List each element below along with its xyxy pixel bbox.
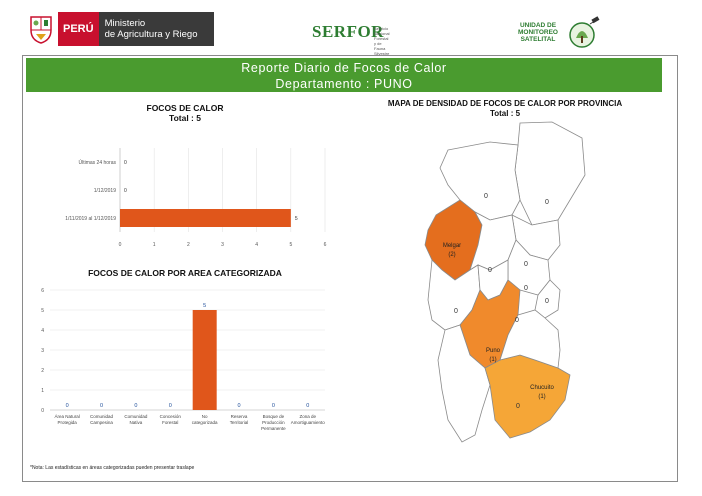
map-zero-label: 0 — [524, 285, 528, 292]
data-label: 0 — [134, 403, 137, 409]
y-tick-label: 6 — [41, 288, 44, 294]
map-total: Total : 5 — [489, 109, 521, 118]
data-label: 0 — [272, 403, 275, 409]
category-label: Amortiguamiento — [291, 420, 326, 425]
map-province-count: (2) — [448, 252, 455, 258]
category-label: Territorial — [230, 420, 249, 425]
map-zero-label: 0 — [516, 403, 520, 410]
category-label: Campesina — [90, 420, 113, 425]
category-label: Bosque de — [263, 414, 285, 419]
map-province-name: Melgar — [443, 243, 461, 249]
y-tick-label: 0 — [41, 408, 44, 414]
map-zero-label: 0 — [515, 317, 519, 324]
map-province-name: Puno — [486, 348, 501, 354]
data-label: 0 — [306, 403, 309, 409]
unit-line-2: MONITOREO — [518, 29, 558, 36]
x-tick-label: 0 — [119, 242, 122, 248]
category-label: Últimas 24 horas — [78, 159, 116, 166]
y-tick-label: 5 — [41, 308, 44, 314]
category-label: Concesión — [160, 414, 182, 419]
x-tick-label: 2 — [187, 242, 190, 248]
unit-line-1: UNIDAD DE — [519, 22, 557, 29]
coat-of-arms-icon — [24, 12, 58, 46]
ministry-line-2: de Agricultura y Riego — [104, 29, 198, 40]
serfor-logo: SERFOR — [312, 22, 384, 41]
area-chart-title: FOCOS DE CALOR POR AREA CATEGORIZADA — [88, 268, 282, 278]
y-tick-label: 2 — [41, 368, 44, 374]
data-label: 5 — [203, 303, 206, 309]
y-tick-label: 1 — [41, 388, 44, 394]
data-label: 0 — [124, 188, 127, 194]
category-label: 1/12/2019 — [94, 188, 116, 194]
category-label: Forestal — [162, 420, 178, 425]
category-label: Nativa — [130, 420, 143, 425]
satellite-logo-icon — [568, 16, 602, 48]
report-banner: Reporte Diario de Focos de Calor Departa… — [26, 58, 662, 92]
data-label: 0 — [66, 403, 69, 409]
category-label: Protegida — [58, 420, 78, 425]
focos-bar-chart: 0 1 2 3 4 5 6 Últimas 24 horas 0 1/12/2019 0 1/11/2… — [65, 148, 327, 248]
unit-label: UNIDAD DE MONITOREO SATELITAL — [512, 22, 564, 43]
map-zero-label: 0 — [484, 193, 488, 200]
x-tick-label: 5 — [289, 242, 292, 248]
y-tick-label: 4 — [41, 328, 44, 334]
category-label: Comunidad — [90, 414, 114, 419]
category-label: Reserva — [231, 414, 248, 419]
serfor-subtitle: Servicio Nacional Forestal y de Fauna Si… — [374, 26, 390, 56]
x-tick-label: 3 — [221, 242, 224, 248]
category-label: 1/11/2019 al 1/12/2019 — [65, 216, 116, 222]
x-tick-label: 6 — [324, 242, 327, 248]
province-el-collao — [437, 324, 491, 443]
map-zero-label: 0 — [545, 199, 549, 206]
focos-chart-total: Total : 5 — [169, 113, 201, 123]
x-tick-label: 1 — [153, 242, 156, 248]
focos-chart-title-text: FOCOS DE CALOR — [146, 103, 224, 113]
data-label: 0 — [100, 403, 103, 409]
ministry-logo: PERÚ Ministerio de Agricultura y Riego — [24, 12, 214, 46]
bar — [120, 209, 291, 227]
map-zero-label: 0 — [454, 308, 458, 315]
report-title: Reporte Diario de Focos de Calor — [241, 61, 447, 75]
map-zero-label: 0 — [524, 261, 528, 268]
category-label: Área Natural — [55, 413, 80, 419]
map-zero-label: 0 — [488, 267, 492, 274]
footnote: *Nota: Las estadísticas en áreas categor… — [30, 465, 195, 471]
map-province-count: (1) — [538, 394, 545, 400]
map-province-name: Chucuito — [530, 385, 554, 391]
report-frame — [22, 55, 678, 482]
x-tick-label: 4 — [255, 242, 258, 248]
data-label: 0 — [169, 403, 172, 409]
focos-chart-title: FOCOS DE CALOR Total : 5 — [110, 103, 260, 123]
category-label: No — [202, 414, 208, 419]
map-province-count: (1) — [489, 357, 496, 363]
ministry-name: Ministerio de Agricultura y Riego — [98, 12, 214, 46]
category-label: Producción — [262, 420, 285, 425]
unit-line-3: SATELITAL — [520, 36, 556, 43]
report-department: Departamento : PUNO — [275, 77, 413, 91]
province-density-map: Melgar (2) Puno (1) Chucuito (1) 0 0 0 0… — [424, 121, 586, 443]
category-label: Zona de — [300, 414, 317, 419]
map-title: MAPA DE DENSIDAD DE FOCOS DE CALOR POR P… — [360, 99, 650, 119]
peru-label: PERÚ — [58, 12, 99, 46]
data-label: 0 — [124, 160, 127, 166]
category-label: Permanente — [261, 426, 286, 431]
map-zero-label: 0 — [545, 298, 549, 305]
report-header: PERÚ Ministerio de Agricultura y Riego S… — [0, 0, 702, 56]
data-label: 0 — [238, 403, 241, 409]
category-label: Comunidad — [124, 414, 148, 419]
province-carabaya — [514, 121, 586, 226]
bar — [192, 310, 217, 410]
ministry-line-1: Ministerio — [104, 18, 146, 29]
y-tick-label: 3 — [41, 348, 44, 354]
lake-titicaca — [499, 309, 561, 369]
category-label: categorizada — [192, 420, 218, 425]
map-title-text: MAPA DE DENSIDAD DE FOCOS DE CALOR POR P… — [387, 99, 623, 108]
data-label: 5 — [295, 216, 298, 222]
